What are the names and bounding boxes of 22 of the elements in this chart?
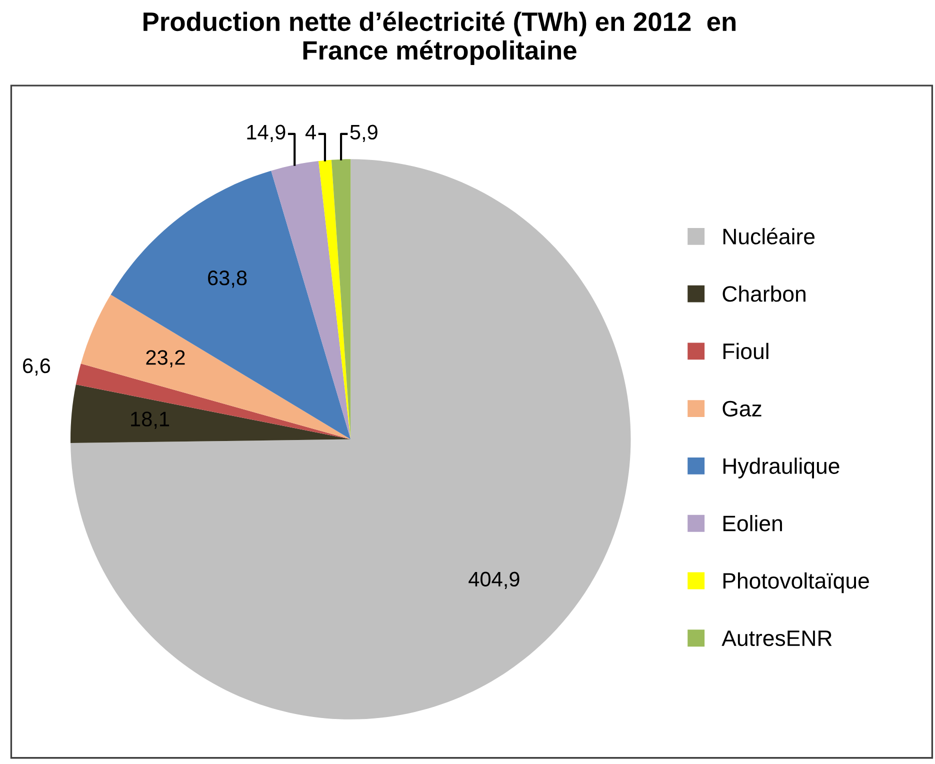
- pie-slice: [70, 159, 631, 720]
- pie-slice: [110, 170, 351, 440]
- legend-label: Charbon: [722, 285, 806, 302]
- chart-title: Production nette d’électricité (TWh) en 2012 en France métropolitaine: [144, 11, 736, 65]
- data-label: 63,8: [208, 270, 247, 288]
- data-label: 404,9: [468, 572, 520, 590]
- pie-slice: [80, 294, 351, 440]
- legend-label: Fioul: [723, 342, 768, 360]
- legend-label: Nucléaire: [723, 228, 815, 244]
- legend-label: AutresENR: [722, 630, 832, 646]
- data-label: 23,2: [146, 350, 185, 368]
- pie-slice: [271, 161, 351, 440]
- data-label: 14,9: [247, 124, 286, 142]
- legend-label: Eolien: [723, 515, 782, 532]
- legend-label: Gaz: [722, 400, 762, 417]
- data-label: 6,6: [23, 358, 50, 376]
- data-label: 5,9: [350, 124, 378, 142]
- legend-label: Photovoltaïque: [723, 572, 869, 594]
- data-label: 18,1: [131, 412, 170, 429]
- legend-label: Hydraulique: [723, 458, 840, 478]
- pie-slice: [70, 384, 351, 444]
- data-label: 4: [305, 125, 316, 140]
